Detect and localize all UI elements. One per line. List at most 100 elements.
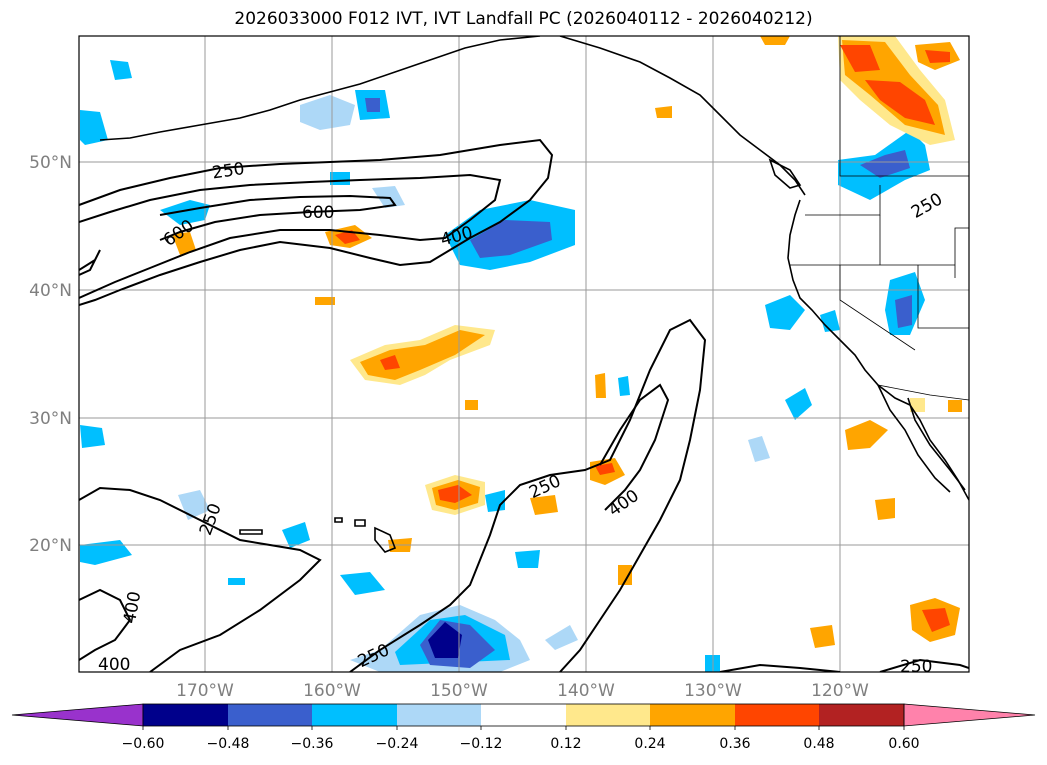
colorbar-segment <box>566 704 650 726</box>
anomaly-patch <box>470 220 552 258</box>
contour-400-south <box>79 588 132 661</box>
hawaii-island <box>334 517 343 523</box>
anomaly-patch <box>110 60 132 80</box>
us-mexico-border <box>877 384 969 401</box>
colorbar-segment <box>397 704 481 726</box>
anomaly-patch <box>875 498 895 520</box>
baja-coastline <box>877 384 951 493</box>
anomaly-patch <box>948 400 962 412</box>
contour-400-north <box>79 173 502 299</box>
colorbar-tick-label: 0.48 <box>803 736 834 752</box>
anomaly-patch <box>330 172 350 185</box>
anomaly-patch <box>820 310 840 332</box>
colorbar-segment <box>312 704 397 726</box>
anomaly-patch <box>810 625 835 648</box>
anomaly-patch <box>340 572 385 595</box>
lon-label: 160°W <box>303 681 361 701</box>
negative-anomaly-patches <box>80 60 930 672</box>
positive-anomaly-patches <box>172 36 962 648</box>
anomaly-patch <box>380 355 400 370</box>
anomaly-patch <box>300 95 355 130</box>
lon-label: 140°W <box>557 681 615 701</box>
colorbar-tick-label: −0.60 <box>122 736 165 752</box>
anomaly-patch <box>172 232 196 255</box>
anomaly-patch <box>595 463 615 475</box>
anomaly-patch <box>618 565 632 585</box>
map-panel <box>79 36 969 672</box>
anomaly-patch <box>515 550 540 568</box>
contour-600-north <box>159 194 397 241</box>
colorbar-tick-label: −0.12 <box>460 736 503 752</box>
anomaly-patch <box>595 373 606 398</box>
colorbar-extend-right <box>903 703 1036 727</box>
anomaly-patch <box>80 110 108 145</box>
hawaii-island <box>239 529 263 535</box>
colorbar: −0.60 −0.48 −0.36 −0.24 −0.12 0.12 0.24 … <box>11 703 1036 752</box>
state-border <box>839 265 916 351</box>
contour-250-south <box>79 486 322 672</box>
anomaly-patch <box>335 230 360 244</box>
contour-label: 250 <box>211 159 246 183</box>
colorbar-segment <box>650 704 735 726</box>
colorbar-tick-label: −0.48 <box>207 736 250 752</box>
lon-label: 120°W <box>811 681 869 701</box>
lon-label: 150°W <box>430 681 488 701</box>
vancouver-island <box>768 158 802 189</box>
anomaly-patch <box>865 80 935 125</box>
colorbar-segment <box>143 704 228 726</box>
anomaly-patch <box>282 522 310 548</box>
sea-of-cortez <box>907 397 966 491</box>
anomaly-patch <box>365 98 380 112</box>
lat-label: 50°N <box>29 153 72 173</box>
us-canada-border <box>839 36 969 177</box>
anomaly-patch <box>765 295 805 330</box>
colorbar-segment <box>228 704 312 726</box>
anomaly-patch <box>785 388 812 420</box>
lat-label: 20°N <box>29 536 72 556</box>
ivt-contours <box>79 138 969 672</box>
coastlines <box>99 36 969 553</box>
colorbar-tick-label: 0.60 <box>888 736 919 752</box>
lon-label: 130°W <box>684 681 742 701</box>
contour-400-subtropical <box>599 383 670 511</box>
anomaly-patch <box>925 50 950 63</box>
anomaly-patch <box>438 485 472 503</box>
map-title: 2026033000 F012 IVT, IVT Landfall PC (20… <box>234 9 813 29</box>
anomaly-patch <box>80 540 132 565</box>
colorbar-segment <box>735 704 819 726</box>
anomaly-patch <box>910 398 925 412</box>
hawaii-island <box>354 519 366 527</box>
contour-250-southeast <box>719 663 841 672</box>
colorbar-segment <box>819 704 904 726</box>
state-border <box>917 265 969 329</box>
contour-250-north <box>79 138 554 306</box>
alaska-coastline <box>99 36 541 141</box>
anomaly-patch <box>428 622 462 658</box>
lon-label: 170°W <box>176 681 234 701</box>
contour-label: 400 <box>98 655 130 675</box>
anomaly-patch <box>845 420 888 450</box>
anomaly-patch <box>160 200 210 225</box>
gridlines <box>79 36 969 672</box>
state-border <box>954 227 969 278</box>
anomaly-patch <box>228 578 245 585</box>
lat-label: 40°N <box>29 281 72 301</box>
colorbar-tick-label: 0.12 <box>550 736 581 752</box>
latitude-labels: 50°N 40°N 30°N 20°N <box>29 153 72 556</box>
contour-250-southeast-2 <box>879 658 969 672</box>
anomaly-patch <box>545 625 578 650</box>
contour-label: 600 <box>302 203 334 223</box>
anomaly-patch <box>80 425 105 448</box>
contour-label: 250 <box>900 657 932 677</box>
anomaly-patch <box>315 297 335 305</box>
hawaii-island <box>374 526 397 553</box>
colorbar-segment <box>481 704 566 726</box>
anomaly-patch <box>655 106 672 118</box>
colorbar-tick-label: 0.24 <box>634 736 665 752</box>
colorbar-extend-left <box>11 703 144 727</box>
lat-label: 30°N <box>29 409 72 429</box>
anomaly-patch <box>760 36 790 45</box>
map-border <box>78 35 970 673</box>
colorbar-tick-label: −0.36 <box>291 736 334 752</box>
